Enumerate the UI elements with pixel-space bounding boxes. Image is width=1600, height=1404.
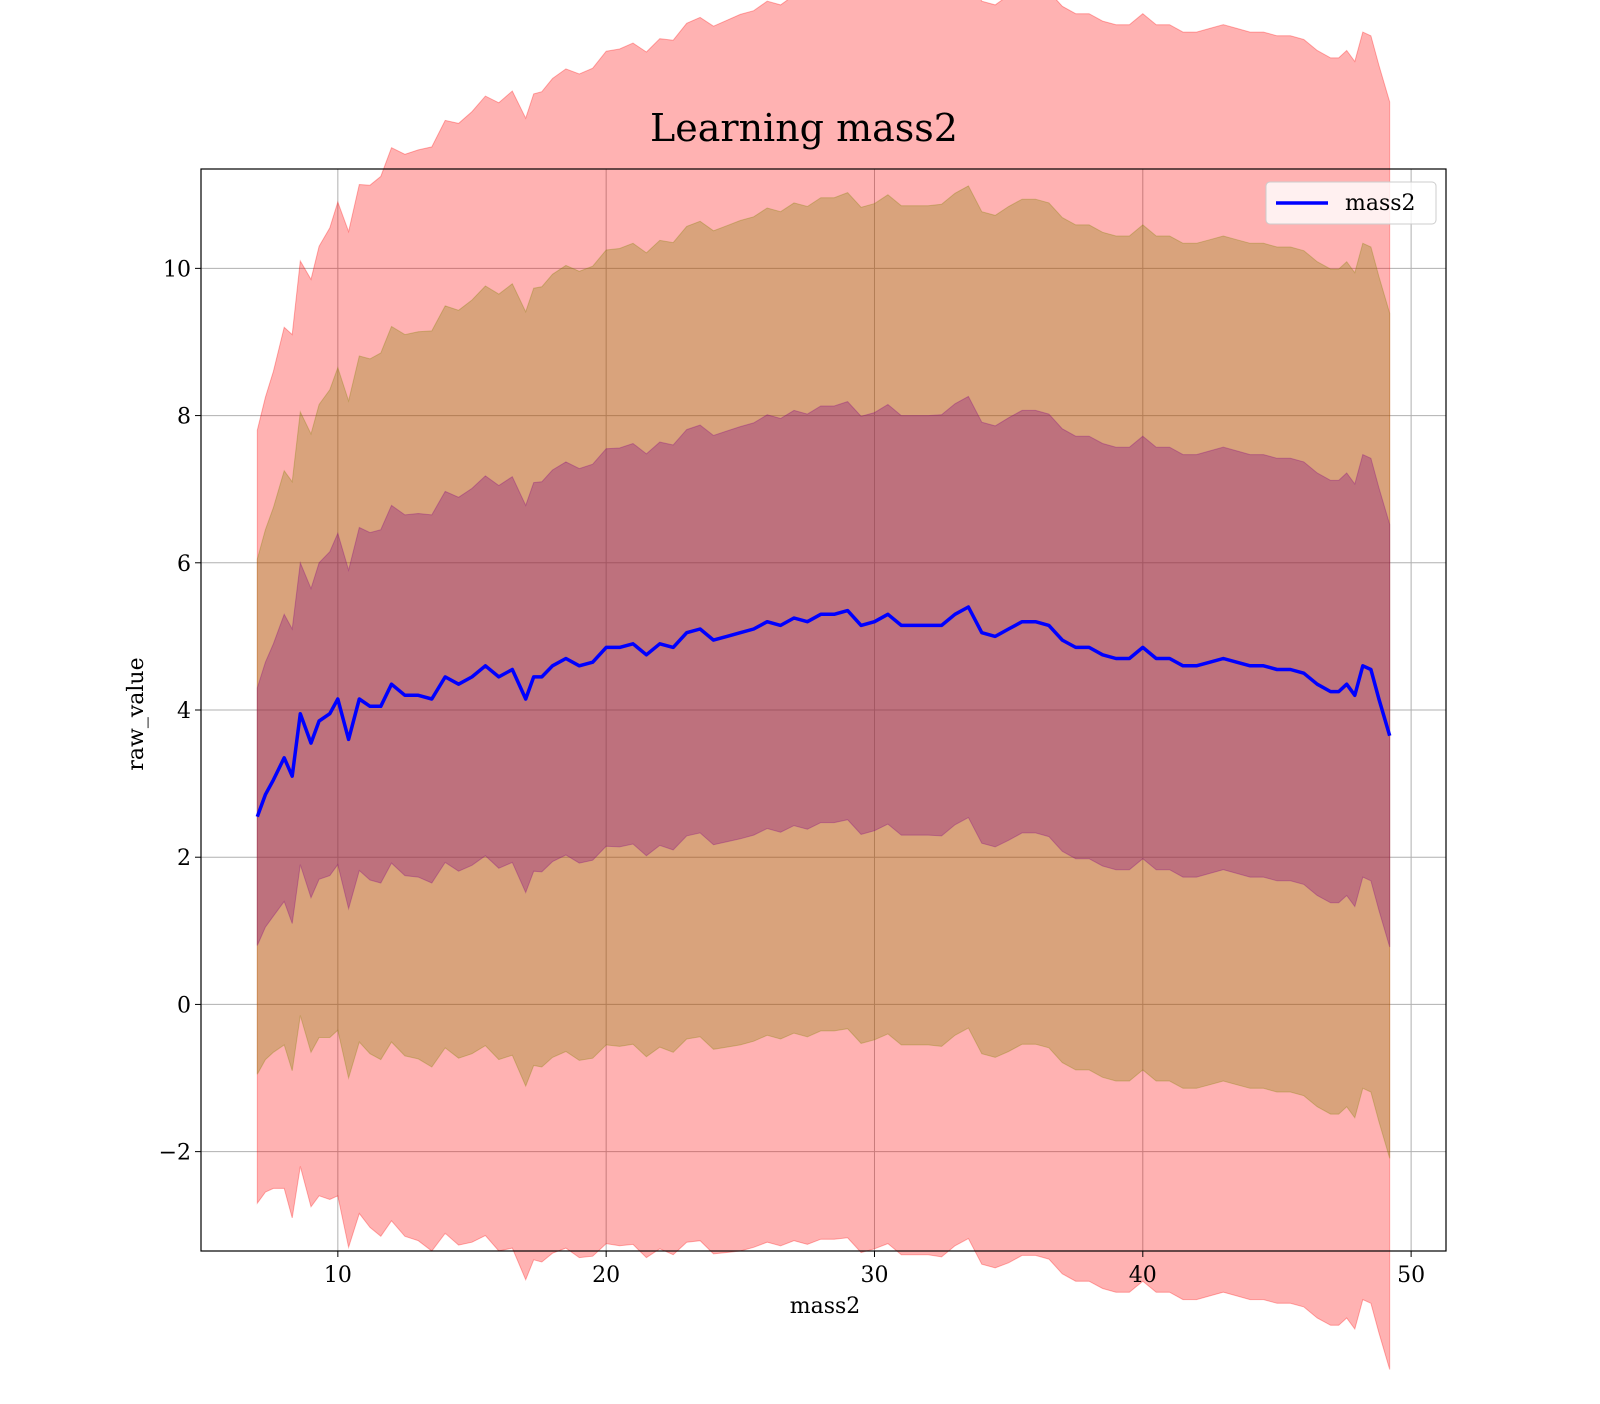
y-tick-label: 2 (177, 846, 191, 871)
y-tick-label: 8 (177, 405, 191, 430)
y-tick-label: −2 (159, 1141, 191, 1166)
x-tick-label: 20 (592, 1263, 620, 1288)
series-lines (255, 605, 1392, 818)
y-tick-label: 10 (163, 257, 191, 282)
chart-title: Learning mass2 (650, 106, 958, 150)
x-tick-label: 50 (1397, 1263, 1425, 1288)
x-tick-label: 10 (324, 1263, 352, 1288)
legend: mass2 (1265, 181, 1437, 225)
grid (201, 169, 1446, 1251)
band-1-sigma (256, 395, 1391, 948)
x-tick-label: 40 (1129, 1263, 1157, 1288)
band-3-sigma (256, 0, 1391, 1370)
series-line-mass2 (255, 605, 1392, 818)
y-ticks: −2 0 2 4 6 8 10 (159, 257, 201, 1166)
x-tick-label: 30 (860, 1263, 888, 1288)
y-tick-label: 4 (177, 699, 191, 724)
band-2-sigma (256, 185, 1391, 1159)
y-axis-label: raw_value (124, 657, 149, 770)
x-axis-label: mass2 (790, 1294, 861, 1319)
y-tick-label: 6 (177, 552, 191, 577)
legend-box (1265, 181, 1437, 225)
x-ticks: 10 20 30 40 50 (324, 1251, 1425, 1288)
bands (256, 0, 1391, 1370)
y-tick-label: 0 (177, 993, 191, 1018)
legend-label: mass2 (1345, 191, 1416, 216)
